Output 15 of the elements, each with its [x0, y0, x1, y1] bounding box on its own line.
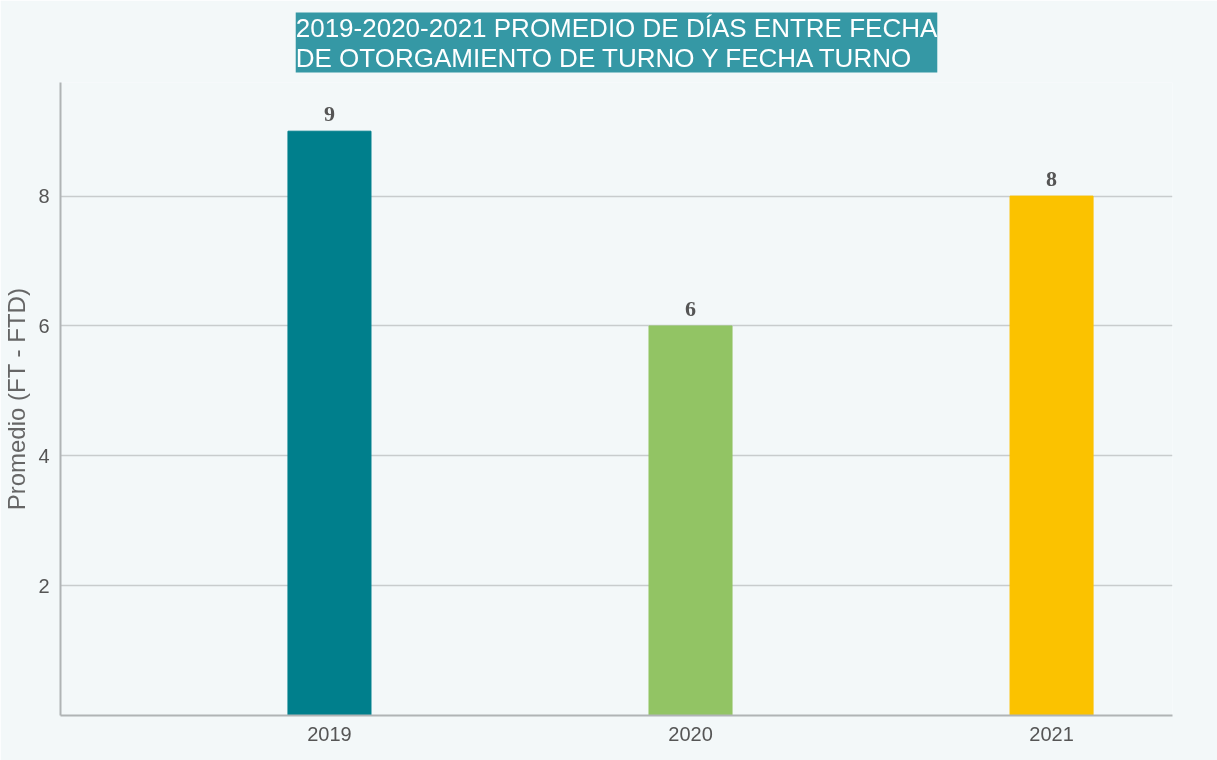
bar — [287, 130, 372, 716]
y-tick-label: 4 — [38, 444, 50, 467]
y-tick-label: 6 — [38, 314, 50, 337]
x-tick-label: 2019 — [307, 722, 352, 745]
data-label: 6 — [685, 295, 697, 321]
bar — [648, 325, 733, 716]
chart-title: 2019-2020-2021 PROMEDIO DE DÍAS ENTRE FECHA DE OTORGAMIENTO DE TURNO Y FECHA TURNO — [295, 12, 938, 73]
y-axis-title: Promedio (FT - FTD) — [3, 288, 31, 511]
bar — [1009, 195, 1094, 716]
x-tick-label: 2021 — [1029, 722, 1074, 745]
data-label: 8 — [1046, 166, 1058, 192]
data-label: 9 — [323, 101, 335, 127]
y-tick-label: 2 — [38, 574, 50, 597]
y-tick-label: 8 — [38, 185, 50, 208]
x-tick-label: 2020 — [668, 722, 713, 745]
